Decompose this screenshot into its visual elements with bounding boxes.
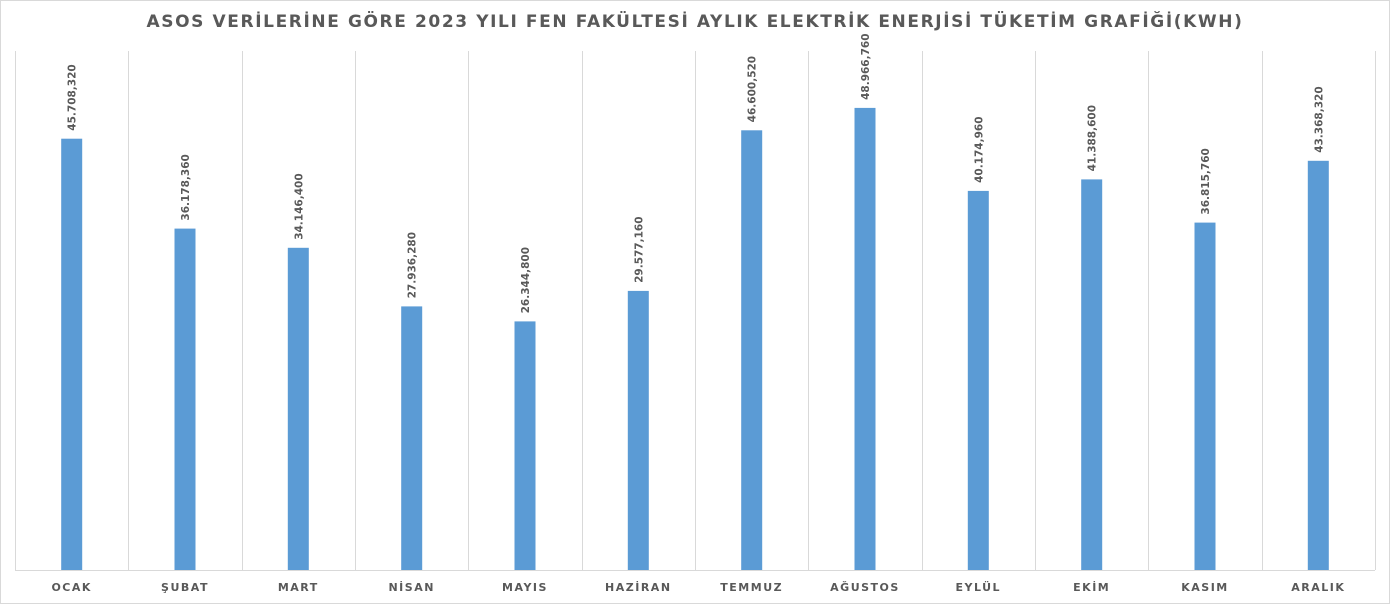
- category-label: MAYIS: [502, 581, 548, 594]
- data-label: 40.174,960: [973, 116, 985, 182]
- bar-ni̇san: [401, 306, 423, 570]
- bar-ağustos: [854, 107, 876, 571]
- data-label: 46.600,520: [747, 56, 759, 122]
- data-label-layer: 45.708,320 36.178,360 34.146,400 27.936,280…: [67, 33, 1326, 313]
- category-label-layer: OCAK ŞUBAT MART NİSAN MAYIS HAZİRAN TEMMUZ AĞUS…: [51, 580, 1345, 594]
- category-label: AĞUSTOS: [830, 581, 900, 594]
- category-label: ARALIK: [1291, 581, 1345, 594]
- bar-aralik: [1307, 160, 1329, 571]
- bar-ocak: [61, 138, 83, 570]
- bar-eylül: [967, 190, 989, 570]
- category-label: KASIM: [1181, 581, 1229, 594]
- data-label: 26.344,800: [520, 247, 532, 313]
- bar-mayis: [514, 321, 536, 570]
- bar-temmuz: [741, 130, 763, 571]
- bar-eki̇m: [1081, 179, 1103, 570]
- chart-title: ASOS VERİLERİNE GÖRE 2023 YILI FEN FAKÜL…: [146, 12, 1244, 32]
- data-label: 29.577,160: [633, 216, 645, 282]
- category-label: EKİM: [1073, 580, 1110, 594]
- category-label: ŞUBAT: [161, 581, 209, 594]
- bar-kasim: [1194, 222, 1216, 570]
- bar-mart: [287, 247, 309, 571]
- data-label: 36.815,760: [1200, 148, 1212, 214]
- bar-layer: [61, 107, 1329, 571]
- data-label: 43.368,320: [1313, 86, 1325, 152]
- data-label: 48.966,760: [860, 33, 872, 99]
- grid-layer: [15, 51, 1376, 571]
- category-label: NİSAN: [388, 580, 434, 594]
- data-label: 41.388,600: [1087, 105, 1099, 171]
- category-label: MART: [278, 581, 319, 594]
- bar-şubat: [174, 228, 196, 570]
- bar-hazi̇ran: [627, 290, 649, 570]
- data-label: 27.936,280: [407, 232, 419, 298]
- data-label: 34.146,400: [293, 173, 305, 239]
- category-label: EYLÜL: [956, 580, 1002, 594]
- category-label: OCAK: [51, 581, 91, 594]
- data-label: 45.708,320: [67, 64, 79, 130]
- category-label: TEMMUZ: [720, 581, 783, 594]
- category-label: HAZİRAN: [605, 580, 671, 594]
- data-label: 36.178,360: [180, 154, 192, 220]
